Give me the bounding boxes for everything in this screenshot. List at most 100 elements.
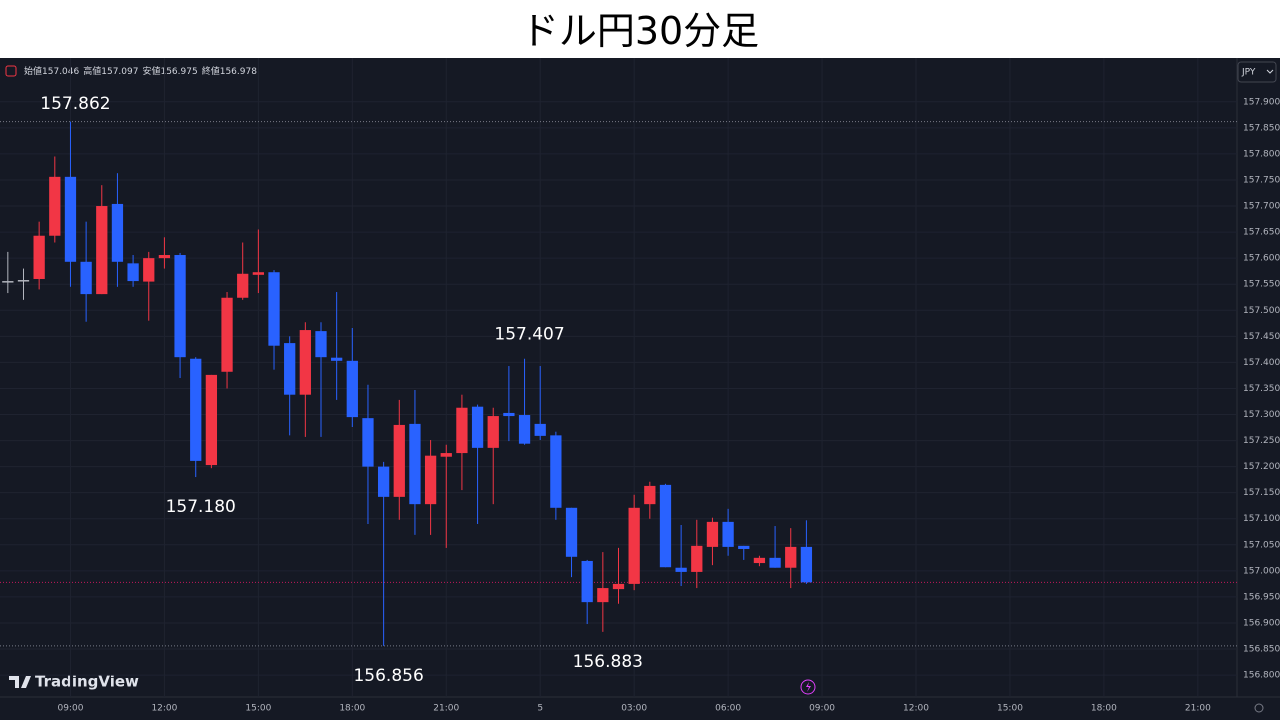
candle-body	[534, 423, 546, 436]
x-tick-label: 12:00	[903, 704, 929, 714]
ohlc-value: 157.046	[42, 67, 79, 77]
y-tick-label: 157.550	[1243, 280, 1280, 290]
candle-body	[456, 407, 468, 454]
candle-body	[487, 416, 499, 448]
candle-body	[393, 424, 405, 497]
candle-body	[17, 280, 30, 282]
page-title: ドル円30分足	[520, 9, 760, 53]
candle-body	[377, 466, 390, 497]
x-tick-label: 06:00	[715, 704, 741, 714]
candle-body	[299, 330, 311, 395]
x-tick-label: 21:00	[433, 704, 459, 714]
x-tick-label: 03:00	[621, 704, 647, 714]
watermark: TradingView	[35, 673, 139, 691]
candle-body	[33, 235, 45, 279]
y-tick-label: 157.250	[1243, 436, 1280, 446]
candle-body	[80, 261, 92, 295]
ohlc-label: 終値	[202, 65, 220, 77]
x-tick-label: 15:00	[997, 704, 1023, 714]
x-tick-label: 12:00	[151, 704, 177, 714]
ohlc-value: 157.097	[101, 67, 138, 77]
candle-body	[315, 331, 327, 358]
candle-body	[518, 415, 531, 444]
y-tick-label: 157.900	[1243, 97, 1280, 107]
price-annotation: 157.180	[166, 497, 236, 517]
price-annotation: 156.856	[353, 666, 423, 686]
candle-body	[143, 258, 155, 282]
y-tick-label: 157.450	[1243, 332, 1280, 342]
y-tick-label: 157.300	[1243, 410, 1280, 420]
currency-dropdown[interactable]	[1237, 61, 1277, 83]
candle-body	[753, 557, 766, 564]
candle-body	[252, 272, 264, 275]
candle-body	[706, 521, 719, 547]
candle-body	[471, 406, 484, 448]
y-tick-label: 156.850	[1243, 645, 1280, 655]
price-annotation: 156.883	[573, 652, 643, 672]
candle-body	[722, 521, 734, 547]
candle-body	[769, 557, 781, 568]
candle-body	[221, 297, 233, 372]
ohlc-value: 156.978	[220, 67, 257, 77]
candle-body	[581, 560, 593, 603]
y-tick-label: 156.950	[1243, 592, 1280, 602]
symbol-icon	[5, 65, 17, 77]
candle-body	[628, 507, 640, 584]
y-tick-label: 157.500	[1243, 306, 1280, 316]
candle-body	[691, 545, 703, 572]
alert-bolt	[806, 682, 811, 692]
x-tick-label: 21:00	[1185, 704, 1211, 714]
alert-icon[interactable]	[800, 679, 816, 695]
y-tick-label: 157.350	[1243, 384, 1280, 394]
y-tick-label: 157.750	[1243, 175, 1280, 185]
candle-body	[237, 273, 249, 298]
price-annotation: 157.407	[494, 325, 564, 345]
y-tick-label: 157.050	[1243, 540, 1280, 550]
chart: 始値157.046 高値157.097 安値156.975 終値156.978 JPY…	[0, 58, 1280, 720]
candle-body	[205, 374, 218, 466]
y-tick-label: 157.400	[1243, 358, 1280, 368]
y-tick-label: 157.800	[1243, 149, 1280, 159]
candle-body	[597, 588, 609, 603]
candle-body	[2, 281, 14, 283]
candle-body	[346, 360, 358, 418]
dropdown-arrow	[1266, 69, 1274, 74]
candle-body	[503, 412, 515, 417]
candle-body	[96, 206, 108, 295]
ohlc-value: 156.975	[160, 67, 197, 77]
tv-logo	[9, 676, 31, 688]
price-annotation: 157.862	[40, 94, 110, 114]
y-tick-label: 157.600	[1243, 254, 1280, 264]
x-tick-label: 18:00	[339, 704, 365, 714]
candle-body	[659, 484, 672, 568]
candle-body	[49, 176, 61, 236]
x-tick-label: 09:00	[809, 704, 835, 714]
candle-body	[409, 423, 421, 505]
x-tick-label: 18:00	[1091, 704, 1117, 714]
candle-body	[675, 567, 687, 572]
candle-body	[331, 357, 343, 361]
candle-body	[64, 176, 77, 262]
settings-icon[interactable]	[1254, 703, 1264, 713]
candle-body	[565, 507, 578, 557]
y-tick-label: 157.150	[1243, 488, 1280, 498]
candle-body	[424, 455, 437, 505]
y-tick-label: 156.800	[1243, 671, 1280, 681]
currency: JPY	[1241, 68, 1256, 78]
y-tick-label: 157.700	[1243, 202, 1280, 212]
y-tick-label: 157.100	[1243, 514, 1280, 524]
ohlc-label: 始値	[24, 65, 42, 77]
candle-body	[550, 435, 562, 508]
grid	[0, 58, 1237, 697]
candle-body	[362, 418, 374, 467]
y-tick-label: 157.850	[1243, 123, 1280, 133]
y-tick-label: 157.000	[1243, 566, 1280, 576]
y-tick-label: 156.900	[1243, 618, 1280, 628]
candle-body	[111, 203, 124, 262]
candle-body	[174, 255, 186, 358]
ohlc-label: 高値	[83, 65, 101, 77]
candle-body	[268, 272, 280, 346]
candle-body	[612, 583, 625, 590]
x-tick-label: 09:00	[57, 704, 83, 714]
